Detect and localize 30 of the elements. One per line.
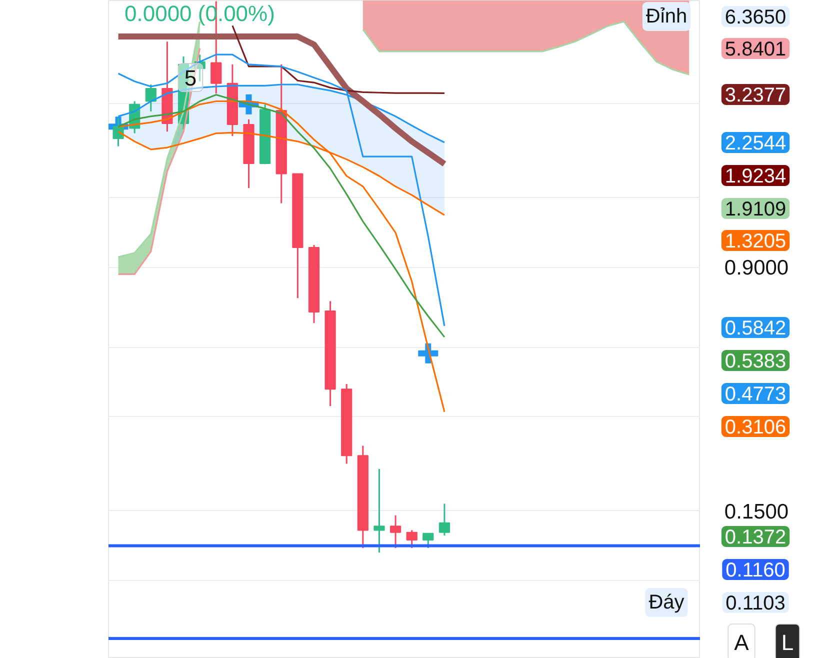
- text: A: [734, 630, 750, 655]
- y-tick-label: 0.1500: [724, 500, 789, 524]
- candlestick: [422, 532, 434, 549]
- text: 5.8401: [724, 38, 786, 60]
- text: 0.1103: [726, 592, 786, 614]
- candlestick: [406, 529, 418, 549]
- text: 0.1372: [724, 526, 786, 548]
- text: 1.9234: [724, 166, 786, 188]
- candlestick: [145, 84, 156, 112]
- line-series: [232, 24, 446, 94]
- candlestick: [390, 514, 402, 549]
- line-series: [117, 54, 446, 327]
- ref-line-label: 0.1160: [726, 560, 786, 582]
- text: 1.9109: [724, 198, 786, 220]
- candlestick: [112, 118, 124, 148]
- candlestick: [438, 502, 450, 536]
- text: 2.2544: [724, 132, 786, 154]
- text: 0.5383: [724, 350, 786, 372]
- text: L: [781, 630, 794, 655]
- text: 6.3650: [724, 6, 786, 28]
- annotation: 5: [184, 66, 197, 90]
- text: 1.3205: [724, 230, 786, 252]
- annotation: Đỉnh: [646, 6, 688, 28]
- candlestick: [374, 468, 385, 554]
- text: 3.2377: [724, 84, 786, 106]
- text: 0.4773: [724, 384, 786, 406]
- y-tick-label: 0.9000: [724, 256, 789, 280]
- text: 0.5842: [724, 318, 786, 340]
- annotation: Đáy: [648, 592, 684, 614]
- text: 0.3106: [724, 416, 786, 438]
